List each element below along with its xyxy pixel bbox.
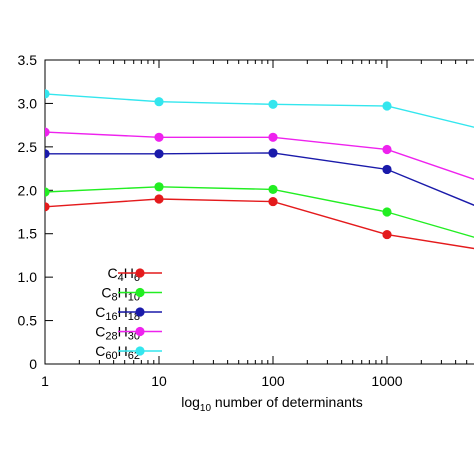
y-tick-label: 2.0 bbox=[18, 182, 38, 198]
data-point-c28h30 bbox=[154, 132, 164, 142]
legend-marker-c4h6 bbox=[135, 268, 145, 278]
data-point-c60h62 bbox=[45, 89, 50, 99]
data-point-c8h10 bbox=[268, 184, 278, 195]
data-point-c28h30 bbox=[45, 127, 50, 137]
legend-marker-c28h30 bbox=[135, 326, 145, 337]
y-tick-label: 1.0 bbox=[18, 269, 38, 285]
data-point-c16h18 bbox=[154, 149, 164, 159]
legend-label-c16h18: C16H18 bbox=[95, 304, 140, 323]
data-point-c4h6 bbox=[382, 229, 392, 240]
data-point-c16h18 bbox=[268, 148, 278, 158]
plot-area bbox=[45, 89, 474, 250]
x-tick-label: 1000 bbox=[371, 373, 402, 389]
data-point-c60h62 bbox=[154, 97, 164, 107]
data-point-c60h62 bbox=[382, 101, 392, 111]
y-tick-label: 3.5 bbox=[18, 52, 38, 68]
data-point-c8h10 bbox=[382, 207, 392, 217]
legend-marker-c16h18 bbox=[135, 307, 145, 317]
data-point-c8h10 bbox=[45, 187, 50, 197]
data-point-c4h6 bbox=[45, 202, 50, 212]
legend-label-c4h6: C4H6 bbox=[108, 265, 141, 284]
series-line-c4h6 bbox=[45, 198, 474, 250]
data-point-c28h30 bbox=[382, 144, 392, 155]
y-tick-label: 0.5 bbox=[18, 313, 38, 329]
data-point-c4h6 bbox=[268, 196, 278, 207]
legend-marker-c8h10 bbox=[135, 287, 145, 298]
series-line-c28h30 bbox=[45, 131, 474, 181]
series-line-c16h18 bbox=[45, 152, 474, 206]
data-point-c28h30 bbox=[268, 132, 278, 142]
data-point-c16h18 bbox=[45, 149, 50, 159]
legend-label-c60h62: C60H62 bbox=[95, 343, 140, 362]
legend-marker-c60h62 bbox=[135, 346, 145, 356]
legend-label-c28h30: C28H30 bbox=[95, 324, 140, 343]
y-tick-label: 2.5 bbox=[18, 139, 38, 155]
data-point-c8h10 bbox=[154, 182, 164, 192]
data-point-c4h6 bbox=[154, 194, 164, 204]
axes-frame bbox=[44, 59, 474, 365]
x-tick-label: 10 bbox=[151, 373, 167, 389]
y-tick-label: 1.5 bbox=[18, 226, 38, 242]
series-line-c8h10 bbox=[45, 186, 474, 238]
x-tick-label: 1 bbox=[41, 373, 49, 389]
series-line-c60h62 bbox=[45, 93, 474, 128]
y-tick-label: 3.0 bbox=[18, 95, 38, 111]
legend-label-c8h10: C8H10 bbox=[101, 285, 140, 304]
x-axis-label: log10 number of determinants bbox=[181, 394, 363, 414]
y-tick-label: 0 bbox=[29, 356, 37, 372]
x-tick-label: 100 bbox=[261, 373, 285, 389]
data-point-c16h18 bbox=[382, 164, 392, 175]
data-point-c60h62 bbox=[268, 99, 278, 109]
